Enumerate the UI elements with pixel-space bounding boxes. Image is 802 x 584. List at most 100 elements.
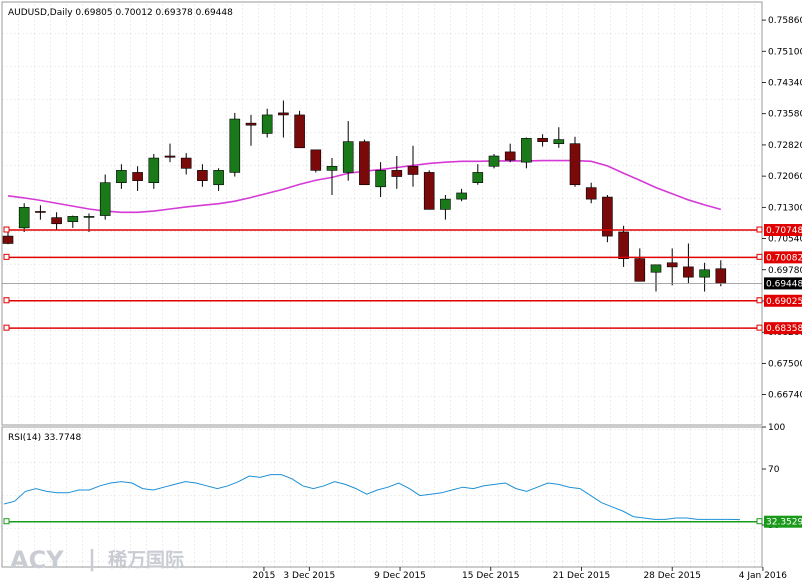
candle bbox=[148, 153, 160, 189]
candle bbox=[585, 182, 597, 204]
level-handle-left bbox=[3, 226, 10, 233]
candle-body-bullish bbox=[99, 182, 111, 216]
rsi-line bbox=[3, 474, 741, 521]
current-price-label: 0.69448 bbox=[766, 279, 802, 289]
candle-body-bullish bbox=[456, 192, 467, 200]
level-label: 0.68358 bbox=[766, 324, 802, 334]
rsi-level-badge bbox=[764, 515, 802, 528]
candle bbox=[67, 215, 79, 228]
candle-body-bearish bbox=[180, 157, 192, 169]
candle-body-bullish bbox=[472, 172, 484, 183]
candle bbox=[521, 137, 532, 169]
candle-body-bearish bbox=[294, 114, 305, 149]
candle bbox=[99, 174, 111, 220]
level-badge bbox=[764, 322, 802, 335]
price-header: AUDUSD,Daily 0.69805 0.70012 0.69378 0.6… bbox=[8, 8, 233, 18]
rsi-panel-border bbox=[1, 426, 763, 568]
candle bbox=[229, 112, 241, 177]
level-handle-left bbox=[3, 253, 10, 260]
level-handle-right bbox=[756, 324, 763, 331]
level-handle-right bbox=[756, 297, 763, 304]
candle-body-bearish bbox=[245, 122, 257, 126]
candle bbox=[440, 195, 451, 220]
price-layer bbox=[2, 100, 763, 331]
price-tick-label: 0.66740 bbox=[768, 391, 802, 401]
candle-body-bullish bbox=[699, 269, 710, 278]
candle-body-bullish bbox=[229, 118, 241, 173]
candle bbox=[683, 243, 694, 284]
price-tick-label: 0.74340 bbox=[768, 78, 802, 88]
candle bbox=[342, 121, 354, 181]
candle bbox=[83, 213, 95, 232]
price-tick-label: 0.67500 bbox=[768, 359, 802, 369]
candle-body-bearish bbox=[504, 151, 516, 161]
candle bbox=[472, 164, 484, 185]
price-tick-label: 0.75100 bbox=[768, 47, 802, 57]
candle-body-bullish bbox=[67, 216, 79, 223]
candle bbox=[278, 100, 289, 138]
rsi-tick-label: 70 bbox=[768, 465, 780, 475]
candle-body-bearish bbox=[197, 170, 208, 181]
axis-layer: 0.75860 0.75100 0.74340 0.73580 0.72820 0.720… bbox=[253, 16, 802, 581]
logo-chinese: 稀万国际 bbox=[108, 548, 184, 571]
date-label: 3 Dec 2015 bbox=[283, 571, 335, 581]
candle-body-bullish bbox=[116, 170, 127, 183]
logo-brand: ACY bbox=[10, 546, 64, 574]
candle bbox=[294, 110, 305, 149]
candle-body-bearish bbox=[278, 112, 289, 116]
candle-body-bullish bbox=[326, 165, 338, 171]
candle-body-bearish bbox=[537, 138, 548, 142]
rsi-layer bbox=[3, 474, 763, 525]
candle bbox=[423, 170, 435, 210]
candle bbox=[359, 139, 370, 186]
candle bbox=[35, 205, 46, 220]
price-tick-label: 0.72820 bbox=[768, 141, 802, 151]
candle-body-bullish bbox=[521, 138, 532, 163]
candle-body-bearish bbox=[683, 266, 694, 278]
candle-body-bullish bbox=[18, 207, 30, 229]
candle-body-bearish bbox=[164, 155, 176, 158]
candle-body-bullish bbox=[375, 170, 386, 188]
date-label: 4 Jan 2016 bbox=[739, 571, 787, 581]
candle-body-bullish bbox=[440, 198, 451, 210]
candle bbox=[375, 162, 386, 198]
rsi-grid bbox=[2, 427, 762, 567]
candle-body-bullish bbox=[148, 157, 160, 183]
rsi-tick-label: 100 bbox=[768, 423, 785, 433]
price-panel-border bbox=[1, 1, 763, 426]
candle bbox=[537, 134, 548, 147]
candle-body-bearish bbox=[35, 211, 46, 213]
rsi-level-handle-right bbox=[756, 518, 763, 525]
candle-body-bearish bbox=[407, 165, 419, 175]
level-handle-left bbox=[3, 324, 10, 331]
candle bbox=[634, 248, 646, 282]
rsi-level-handle-left bbox=[3, 518, 10, 525]
acy-logo-watermark: ACY | 稀万国际 bbox=[10, 546, 184, 574]
level-label: 0.70748 bbox=[766, 226, 802, 236]
candle bbox=[213, 168, 224, 191]
candle-body-bearish bbox=[51, 217, 62, 225]
date-label: 28 Dec 2015 bbox=[643, 571, 701, 581]
candle bbox=[553, 127, 565, 148]
price-tick-label: 0.71300 bbox=[768, 203, 802, 213]
level-handle-right bbox=[756, 253, 763, 260]
candle-body-bullish bbox=[213, 170, 224, 186]
date-label: 21 Dec 2015 bbox=[553, 571, 611, 581]
candle-body-bullish bbox=[261, 114, 273, 134]
candle bbox=[407, 145, 419, 187]
price-tick-label: 0.73580 bbox=[768, 110, 802, 120]
level-label: 0.70082 bbox=[766, 253, 802, 263]
candle bbox=[569, 136, 581, 187]
candle bbox=[164, 143, 176, 163]
candle bbox=[391, 156, 403, 189]
candle bbox=[180, 153, 192, 175]
candle-body-bearish bbox=[618, 231, 629, 259]
candle-body-bearish bbox=[391, 170, 403, 177]
candle bbox=[310, 149, 322, 173]
candle-body-bearish bbox=[569, 143, 581, 186]
date-label: 9 Dec 2015 bbox=[374, 571, 426, 581]
candle-body-bearish bbox=[132, 172, 143, 181]
candle-body-bearish bbox=[602, 196, 613, 237]
candle bbox=[116, 164, 127, 189]
date-label: 2015 bbox=[253, 571, 276, 581]
